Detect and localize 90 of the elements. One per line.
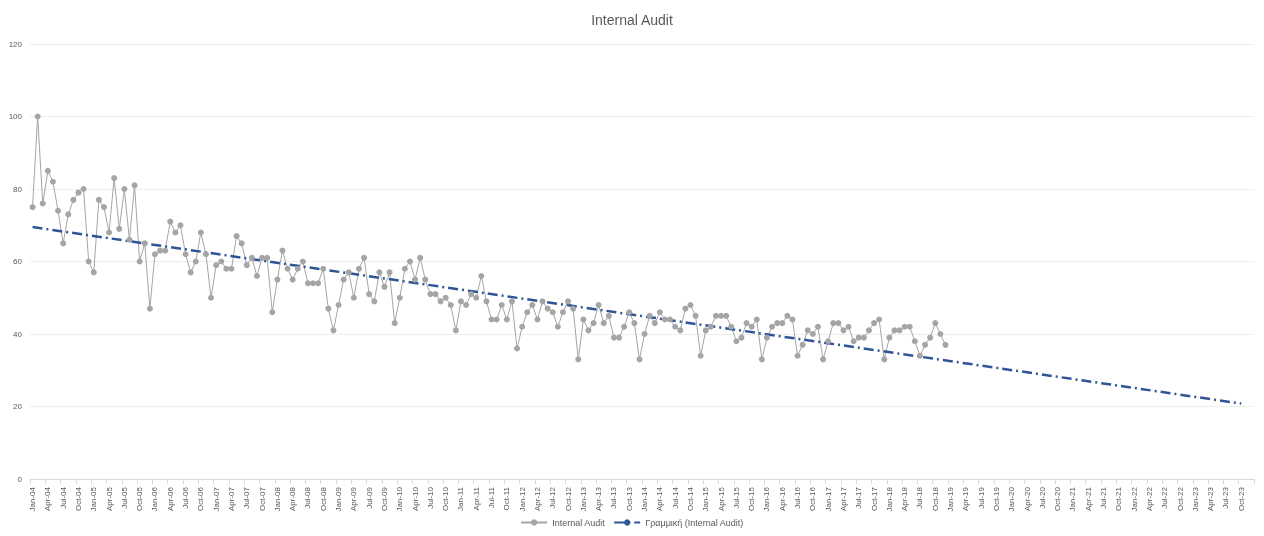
x-tick-label: Oct-10 xyxy=(441,486,451,512)
x-tick-label: Oct-20 xyxy=(1053,486,1063,512)
x-tick-label: Oct-07 xyxy=(257,486,267,512)
y-tick-label: 20 xyxy=(13,402,23,411)
x-tick-label: Jan-21 xyxy=(1068,486,1078,512)
x-tick-label: Jul-09 xyxy=(364,486,374,509)
x-tick-label: Oct-09 xyxy=(379,486,389,512)
x-tick-label: Jan-07 xyxy=(211,486,221,512)
chart-title: Internal Audit xyxy=(591,12,673,28)
x-tick-label: Apr-16 xyxy=(777,486,787,512)
x-tick-label: Oct-05 xyxy=(135,486,145,512)
y-tick-label: 40 xyxy=(13,329,23,339)
x-tick-label: Oct-14 xyxy=(685,486,695,512)
x-tick-label: Jul-07 xyxy=(242,486,252,509)
x-tick-label: Apr-11 xyxy=(471,486,481,511)
x-tick-label: Apr-14 xyxy=(655,486,665,512)
x-tick-label: Jan-20 xyxy=(1007,486,1017,512)
x-tick-label: Jan-13 xyxy=(578,486,588,512)
x-tick-label: Jul-17 xyxy=(854,486,864,509)
x-tick-label: Jul-20 xyxy=(1037,486,1047,509)
x-tick-label: Jul-23 xyxy=(1221,486,1231,509)
x-tick-label: Jan-04 xyxy=(28,486,38,512)
x-tick-label: Apr-18 xyxy=(900,486,910,512)
x-tick-label: Apr-08 xyxy=(288,486,298,512)
x-tick-label: Oct-16 xyxy=(808,486,818,512)
x-tick-label: Oct-08 xyxy=(318,486,328,512)
y-tick-label: 100 xyxy=(8,112,23,121)
x-tick-label: Oct-19 xyxy=(991,486,1001,512)
x-tick-label: Jul-21 xyxy=(1099,486,1109,509)
x-tick-label: Jul-06 xyxy=(181,486,191,509)
x-tick-label: Jul-05 xyxy=(119,486,129,509)
x-tick-label: Jan-14 xyxy=(640,486,650,512)
x-tick-label: Jul-22 xyxy=(1160,486,1170,509)
x-tick-label: Oct-04 xyxy=(73,486,83,512)
x-tick-label: Jul-04 xyxy=(58,486,68,509)
x-tick-label: Apr-04 xyxy=(43,486,53,512)
x-tick-label: Oct-15 xyxy=(747,486,757,512)
y-tick-label: 80 xyxy=(13,184,23,194)
x-tick-label: Oct-12 xyxy=(563,486,573,512)
x-tick-label: Jan-15 xyxy=(701,486,711,512)
x-tick-label: Jan-23 xyxy=(1190,486,1200,512)
x-tick-label: Apr-15 xyxy=(716,486,726,512)
x-tick-label: Jul-12 xyxy=(548,486,558,509)
x-tick-label: Jul-10 xyxy=(425,486,435,509)
x-tick-label: Apr-06 xyxy=(165,486,175,512)
x-tick-label: Apr-17 xyxy=(838,486,848,512)
x-tick-label: Apr-09 xyxy=(349,486,359,512)
y-tick-label: 60 xyxy=(13,257,23,266)
x-tick-label: Jul-13 xyxy=(609,486,619,509)
x-tick-label: Oct-06 xyxy=(196,486,206,512)
x-tick-label: Jan-17 xyxy=(823,486,833,512)
x-tick-label: Jan-09 xyxy=(334,486,344,512)
x-tick-label: Apr-10 xyxy=(410,486,420,512)
x-tick-label: Jan-18 xyxy=(884,486,894,512)
x-tick-label: Oct-21 xyxy=(1114,486,1124,512)
x-tick-label: Oct-11 xyxy=(502,486,512,511)
x-tick-label: Jan-12 xyxy=(517,486,527,512)
legend-label: Internal Audit xyxy=(552,517,606,528)
x-tick-label: Jul-11 xyxy=(487,486,497,509)
y-tick-label: 120 xyxy=(8,39,23,49)
x-tick-label: Jul-14 xyxy=(670,486,680,509)
x-tick-label: Oct-18 xyxy=(930,486,940,512)
x-tick-label: Jul-18 xyxy=(915,486,925,509)
x-tick-label: Oct-17 xyxy=(869,486,879,512)
x-tick-label: Oct-23 xyxy=(1236,486,1246,512)
x-tick-label: Oct-22 xyxy=(1175,486,1185,512)
x-tick-label: Oct-13 xyxy=(624,486,634,512)
x-tick-label: Jan-16 xyxy=(762,486,772,512)
x-tick-label: Jan-08 xyxy=(272,486,282,512)
x-tick-label: Apr-23 xyxy=(1206,486,1216,512)
x-tick-label: Apr-21 xyxy=(1083,486,1093,512)
y-tick-label: 0 xyxy=(17,474,23,484)
x-tick-label: Jan-05 xyxy=(89,486,99,512)
x-tick-label: Jul-15 xyxy=(731,486,741,509)
x-tick-label: Jan-19 xyxy=(946,486,956,512)
legend-label: Γραμμική (Internal Audit) xyxy=(645,517,744,528)
x-tick-label: Apr-12 xyxy=(532,486,542,512)
x-tick-label: Apr-07 xyxy=(226,486,236,512)
x-tick-label: Apr-22 xyxy=(1144,486,1154,512)
x-tick-label: Apr-19 xyxy=(961,486,971,512)
x-tick-label: Apr-05 xyxy=(104,486,114,512)
x-tick-label: Jul-08 xyxy=(303,486,313,509)
x-tick-label: Jul-19 xyxy=(976,486,986,509)
x-tick-label: Jan-11 xyxy=(456,486,466,511)
x-tick-label: Jul-16 xyxy=(793,486,803,509)
x-tick-label: Apr-20 xyxy=(1022,486,1032,512)
x-tick-label: Apr-13 xyxy=(594,486,604,512)
x-tick-label: Jan-22 xyxy=(1129,486,1139,512)
x-tick-label: Jan-06 xyxy=(150,486,160,512)
x-tick-label: Jan-10 xyxy=(395,486,405,512)
